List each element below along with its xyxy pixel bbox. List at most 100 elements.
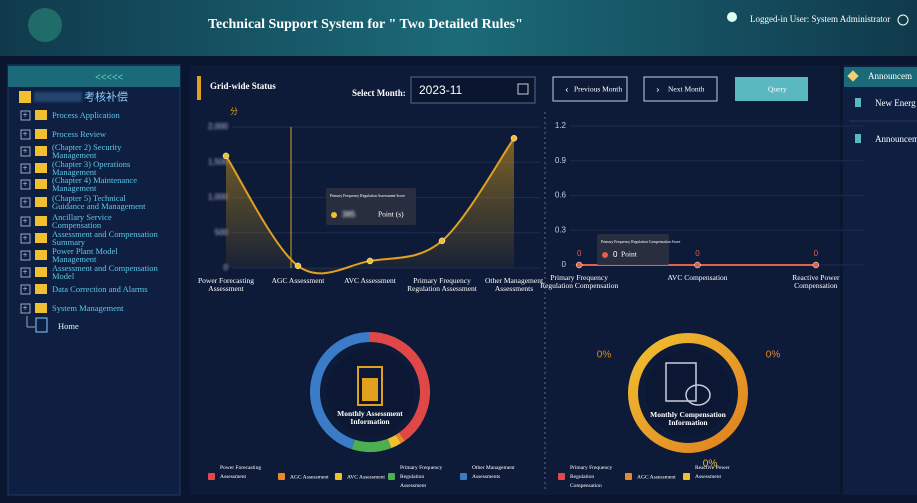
point[interactable] xyxy=(294,262,302,270)
menu-item[interactable]: Process Review xyxy=(52,129,107,139)
menu-item[interactable]: Process Application xyxy=(52,110,121,120)
menu-item[interactable]: (Chapter 3) Operations Management xyxy=(52,159,130,177)
menu-item[interactable]: Data Correction and Alarms xyxy=(52,284,148,294)
logout-icon[interactable] xyxy=(897,14,909,26)
folder-icon xyxy=(35,250,47,260)
expand-box[interactable] xyxy=(20,284,31,295)
legend-label[interactable]: Primary Frequency Regulation Assessment xyxy=(400,465,443,489)
menu-item[interactable]: Ancillary Service Compensation xyxy=(52,212,112,230)
point[interactable] xyxy=(222,152,230,160)
expand-plus[interactable]: + xyxy=(23,284,28,294)
value-label: 0 xyxy=(814,249,819,258)
expand-box[interactable] xyxy=(20,267,31,278)
prev-label[interactable]: Previous Month xyxy=(574,85,622,94)
next-arrow[interactable]: › xyxy=(656,84,660,96)
menu-item[interactable]: Assessment and Compensation Model xyxy=(52,263,159,281)
expand-plus[interactable]: + xyxy=(23,163,28,173)
expand-plus[interactable]: + xyxy=(23,303,28,313)
legend-label[interactable]: Primary Frequency Regulation Compensation xyxy=(570,465,613,489)
legend-label[interactable]: AGC Assessment xyxy=(290,474,329,480)
legend-swatch[interactable] xyxy=(388,473,395,480)
x-tick-label: Other Management Assessments xyxy=(485,276,544,293)
menu-item[interactable]: Home xyxy=(58,321,79,331)
pie-slice[interactable] xyxy=(387,434,401,449)
legend-label[interactable]: AVC Assessment xyxy=(347,474,385,480)
expand-box[interactable] xyxy=(20,216,31,227)
expand-plus[interactable]: + xyxy=(23,233,28,243)
expand-plus[interactable]: + xyxy=(23,179,28,189)
point[interactable] xyxy=(438,237,446,245)
folder-icon xyxy=(35,267,47,277)
tooltip xyxy=(597,234,669,265)
legend-label[interactable]: Reactive Power Assessment xyxy=(695,465,730,480)
next-button[interactable] xyxy=(643,76,718,102)
menu-item[interactable]: Power Plant Model Management xyxy=(52,246,118,264)
month-value[interactable]: 2023-11 xyxy=(419,83,462,97)
y-tick-label: 0 xyxy=(562,260,567,269)
legend-swatch[interactable] xyxy=(335,473,342,480)
expand-box[interactable] xyxy=(20,146,31,157)
menu-item[interactable]: Assessment and Compensation Summary xyxy=(52,229,159,247)
pie-slice[interactable] xyxy=(369,332,430,441)
announce-item[interactable]: New Energ xyxy=(875,98,916,108)
pie-title: Monthly Compensation Information xyxy=(650,410,726,427)
collapse[interactable]: <<<<< xyxy=(95,72,124,83)
month-input[interactable] xyxy=(410,76,536,104)
menu-item[interactable]: (Chapter 4) Maintenance Management xyxy=(52,175,137,193)
expand-box[interactable] xyxy=(20,233,31,244)
y-tick-label: 0.6 xyxy=(555,191,567,200)
expand-box[interactable] xyxy=(20,197,31,208)
legend-label[interactable]: AGC Assessment xyxy=(637,474,676,480)
prev-arrow[interactable]: ‹ xyxy=(565,84,569,96)
query-button[interactable] xyxy=(735,77,808,101)
point[interactable] xyxy=(694,261,701,269)
expand-plus[interactable]: + xyxy=(23,216,28,226)
point[interactable] xyxy=(366,257,374,265)
query-label[interactable]: Query xyxy=(768,85,787,94)
expand-plus[interactable]: + xyxy=(23,110,28,120)
menu-item[interactable]: System Management xyxy=(52,303,124,313)
announce-item[interactable]: Announcem xyxy=(875,134,917,144)
expand-box[interactable] xyxy=(20,129,31,140)
expand-box[interactable] xyxy=(20,163,31,174)
legend-label[interactable]: Other Management Assessments xyxy=(472,465,515,480)
legend-swatch[interactable] xyxy=(460,473,467,480)
legend-swatch[interactable] xyxy=(558,473,565,480)
expand-plus[interactable]: + xyxy=(23,129,28,139)
point[interactable] xyxy=(510,135,518,142)
folder-icon xyxy=(35,284,47,294)
expand-plus[interactable]: + xyxy=(23,250,28,260)
expand-box[interactable] xyxy=(20,179,31,190)
legend-swatch[interactable] xyxy=(208,473,215,480)
legend-label[interactable]: Power Forecasting Assessment xyxy=(220,465,261,480)
tooltip-dot xyxy=(331,212,337,218)
expand-box[interactable] xyxy=(20,110,31,121)
pie-slice[interactable] xyxy=(351,438,392,452)
calendar-icon[interactable] xyxy=(517,83,529,95)
expand-plus[interactable]: + xyxy=(23,267,28,277)
x-tick-label: Primary Frequency Regulation Compensation xyxy=(540,273,618,290)
battery-icon xyxy=(357,366,383,406)
pie-slice[interactable] xyxy=(395,432,405,444)
tooltip-value: 0 xyxy=(613,250,618,259)
expand-plus[interactable]: + xyxy=(23,197,28,207)
y-tick-label: 500 xyxy=(215,228,229,237)
menu: + Process Application + Process Review + (Cha… xyxy=(20,110,159,333)
prev-button[interactable] xyxy=(552,76,628,102)
user-name: Logged-in User: System Administrator xyxy=(750,14,890,24)
menu-item[interactable]: (Chapter 5) Technical Guidance and Manage… xyxy=(52,193,146,211)
expand-plus[interactable]: + xyxy=(23,146,28,156)
legend-swatch[interactable] xyxy=(278,473,285,480)
point[interactable] xyxy=(575,261,583,269)
legend-swatch[interactable] xyxy=(625,473,632,480)
x-tick-label: AVC Compensation xyxy=(667,273,727,282)
point[interactable] xyxy=(812,261,820,269)
expand-box[interactable] xyxy=(20,303,31,314)
next-label[interactable]: Next Month xyxy=(668,85,705,94)
value-label: 0 xyxy=(577,249,582,258)
pie-slice[interactable] xyxy=(310,332,371,450)
menu-item[interactable]: (Chapter 2) Security Management xyxy=(52,142,122,160)
legend-swatch[interactable] xyxy=(683,473,690,480)
expand-box[interactable] xyxy=(20,250,31,261)
y-tick-label: 0.9 xyxy=(555,156,567,165)
